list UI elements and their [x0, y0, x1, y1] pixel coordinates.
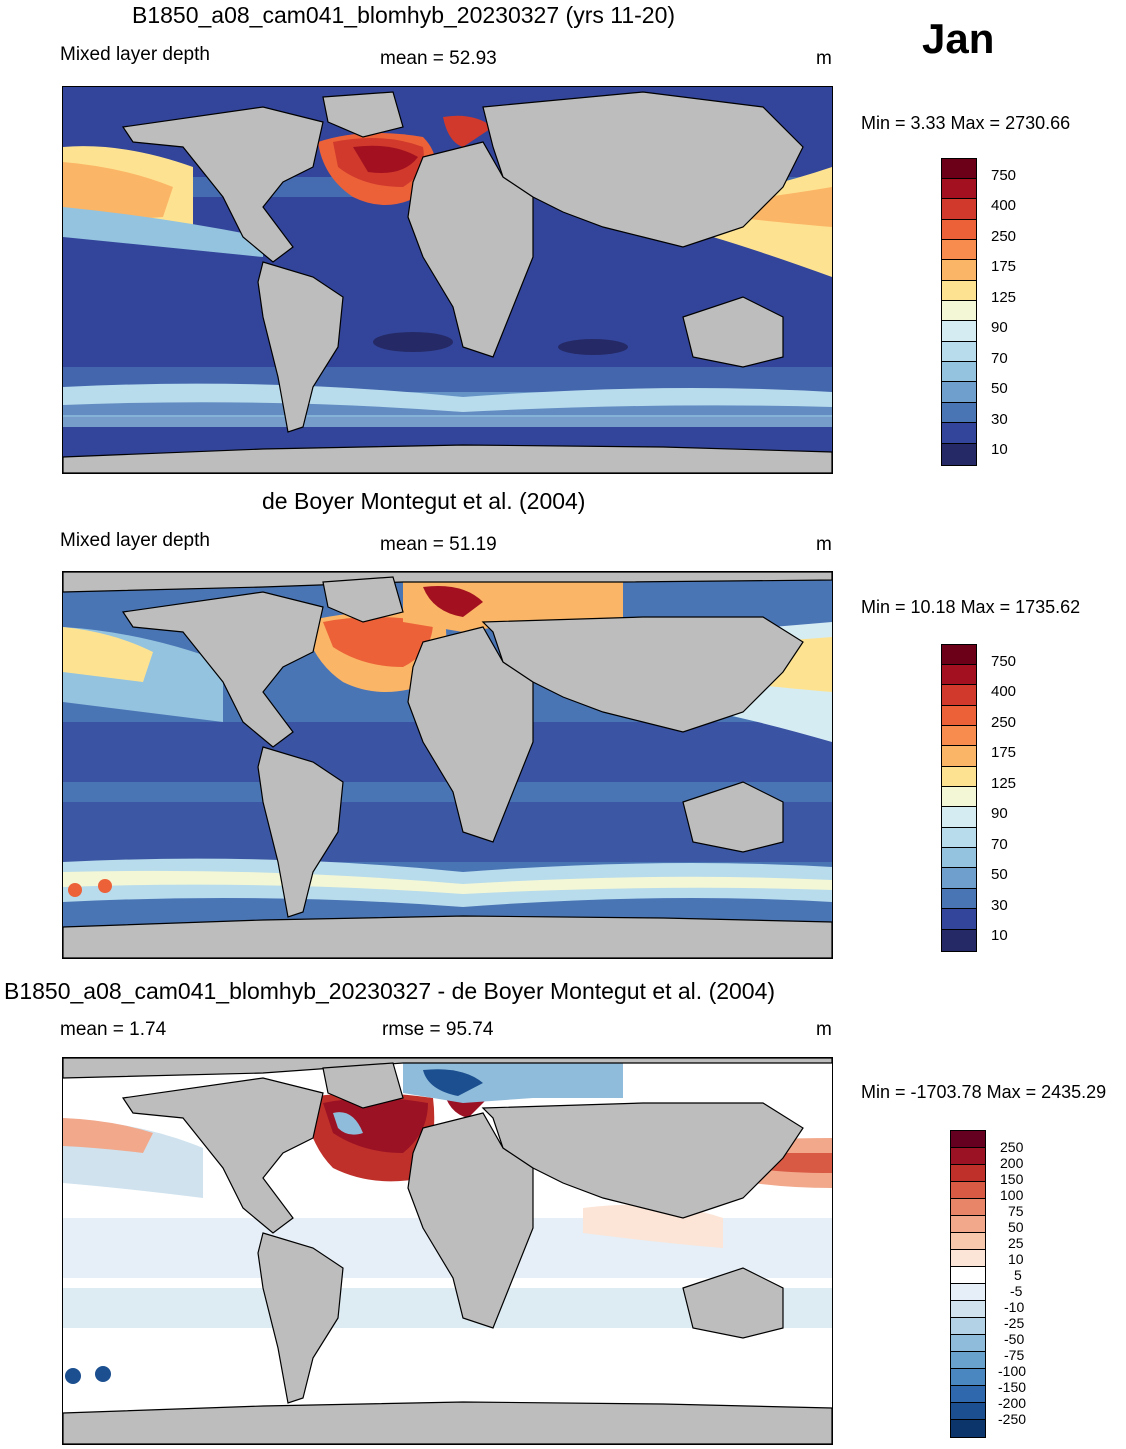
panel2-mean-label: mean = 51.19 — [380, 534, 497, 555]
colorbar-tick: 50 — [991, 380, 1008, 397]
colorbar-tick: 750 — [991, 653, 1017, 670]
colorbar-tick: -25 — [1004, 1315, 1025, 1331]
colorbar-tick: 250 — [991, 228, 1017, 245]
panel2-units: m — [816, 534, 832, 555]
colorbar-tick: -50 — [1004, 1331, 1025, 1347]
panel1-units: m — [816, 48, 832, 69]
panel2-minmax: Min = 10.18 Max = 1735.62 — [861, 597, 1081, 617]
panel2-map — [62, 571, 833, 959]
colorbar-tick: 50 — [1008, 1219, 1024, 1235]
colorbar-tick: 10 — [1008, 1251, 1024, 1267]
colorbar-tick: 75 — [1008, 1203, 1024, 1219]
panel2-colorbar — [941, 644, 977, 952]
main-title: B1850_a08_cam041_blomhyb_20230327 (yrs 1… — [132, 2, 676, 28]
colorbar-tick: -250 — [998, 1411, 1027, 1427]
colorbar-tick: -75 — [1004, 1347, 1025, 1363]
colorbar-tick: 70 — [991, 350, 1008, 367]
colorbar-tick: 250 — [991, 714, 1017, 731]
colorbar-tick: 125 — [991, 289, 1017, 306]
colorbar-tick: 250 — [1000, 1139, 1024, 1155]
panel3-units: m — [816, 1019, 832, 1040]
colorbar-tick: 25 — [1008, 1235, 1024, 1251]
panel1-variable-label: Mixed layer depth — [60, 44, 210, 65]
colorbar-tick: 5 — [1014, 1267, 1022, 1283]
panel3-map — [62, 1057, 833, 1445]
colorbar-tick: 175 — [991, 744, 1017, 761]
colorbar-tick: -5 — [1010, 1283, 1023, 1299]
panel1-colorbar — [941, 158, 977, 466]
colorbar-tick: 10 — [991, 441, 1008, 458]
colorbar-tick: 10 — [991, 927, 1008, 944]
panel1-minmax: Min = 3.33 Max = 2730.66 — [861, 113, 1071, 133]
panel2-variable-label: Mixed layer depth — [60, 530, 210, 551]
colorbar-tick: 400 — [991, 683, 1017, 700]
month-label: Jan — [922, 15, 995, 62]
colorbar-tick: 400 — [991, 197, 1017, 214]
colorbar-tick: 175 — [991, 258, 1017, 275]
colorbar-tick: -150 — [998, 1379, 1027, 1395]
colorbar-tick: 150 — [1000, 1171, 1024, 1187]
panel3-colorbar — [950, 1130, 986, 1438]
colorbar-tick: -200 — [998, 1395, 1027, 1411]
colorbar-tick: 50 — [991, 866, 1008, 883]
colorbar-tick: 100 — [1000, 1187, 1024, 1203]
panel3-minmax: Min = -1703.78 Max = 2435.29 — [861, 1082, 1107, 1102]
panel1-map — [62, 86, 833, 474]
colorbar-tick: 30 — [991, 897, 1008, 914]
colorbar-tick: 750 — [991, 167, 1017, 184]
panel3-title: B1850_a08_cam041_blomhyb_20230327 - de B… — [4, 978, 776, 1004]
colorbar-tick: 90 — [991, 805, 1008, 822]
panel1-mean-label: mean = 52.93 — [380, 48, 497, 69]
panel3-rmse-label: rmse = 95.74 — [382, 1019, 494, 1040]
colorbar-tick: 125 — [991, 775, 1017, 792]
colorbar-tick: -100 — [998, 1363, 1027, 1379]
colorbar-tick: 90 — [991, 319, 1008, 336]
colorbar-tick: 200 — [1000, 1155, 1024, 1171]
colorbar-tick: 70 — [991, 836, 1008, 853]
panel2-title: de Boyer Montegut et al. (2004) — [262, 488, 586, 514]
colorbar-tick: -10 — [1004, 1299, 1025, 1315]
panel3-mean-label: mean = 1.74 — [60, 1019, 167, 1040]
colorbar-tick: 30 — [991, 411, 1008, 428]
